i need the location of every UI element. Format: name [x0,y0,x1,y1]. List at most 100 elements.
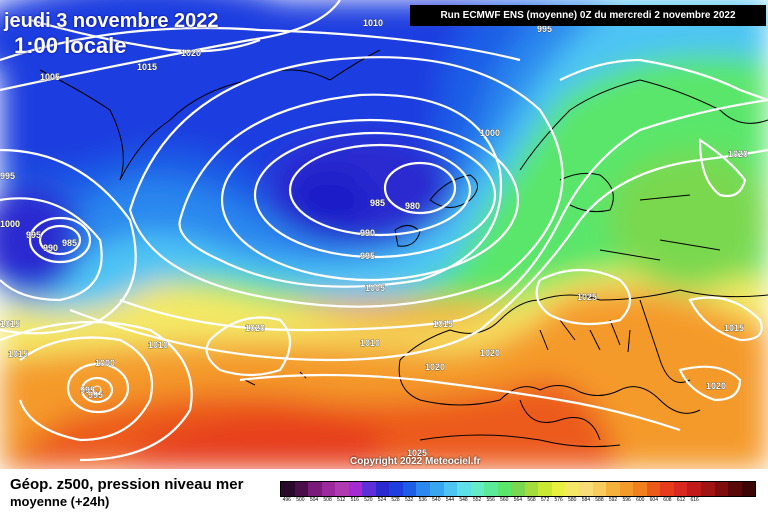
isobar-1015 [0,0,341,92]
legend-tick-label: 528 [391,497,400,503]
legend-swatch [524,482,539,496]
legend-swatch [335,482,349,496]
legend-swatch [606,482,620,496]
legend-tick-label: 536 [418,497,427,503]
legend-swatch [470,482,485,496]
legend-tick-label [742,497,756,507]
isobar-label: 1015 [137,62,157,72]
map-product-title: Géop. z500, pression niveau mer [10,476,244,493]
isobar-1010-north [0,26,521,62]
isobar-label: 1015 [433,319,453,329]
legend-swatch [362,482,376,496]
legend-tick-label: 556 [486,497,495,503]
legend-swatch [443,482,458,496]
isobar-label: 990 [43,243,58,253]
legend-swatch [619,482,634,496]
isobar-1015-east [688,296,763,342]
isobars [0,0,768,460]
isobar-1020-loop [698,137,747,198]
legend-tick-label: 568 [527,497,536,503]
map-product-subtitle: moyenne (+24h) [10,494,110,509]
legend-swatch [728,482,742,496]
isobar-label: 1025 [407,448,427,458]
isobar-label: 990 [360,228,375,238]
legend-tick-label: 540 [432,497,441,503]
isobar-1025 [535,268,632,326]
legend-tick-label: 548 [459,497,468,503]
legend-tick-label: 504 [309,497,319,503]
isobar-1000-west [0,197,103,302]
legend-swatch [294,482,309,496]
isobar-label: 1010 [148,340,168,350]
legend-tick-label: 580 [568,497,577,503]
isobar-labels: 1010 995 1020 1015 1005 995 1000 985 980… [0,18,748,459]
isobar-label: 1010 [360,338,380,348]
isobar-990-west [38,224,82,256]
legend-swatch [511,482,525,496]
isobar-label: 995 [80,385,95,395]
legend-tick-label: 612 [676,497,686,503]
legend-tick-label: 572 [540,497,550,503]
forecast-time: 1:00 locale [14,33,127,58]
isobar-label: 985 [370,198,385,208]
isobar-label: 995 [360,251,375,261]
isobar-label: 1020 [480,348,500,358]
isobar-label: 995 [26,230,41,240]
isobar-1020-s [239,373,681,432]
isobar-995-west [28,216,92,264]
legend-swatch [633,482,647,496]
legend-tick-label: 512 [337,497,346,503]
legend-tick-label: 616 [690,497,699,503]
isobar-1010-mid [119,98,768,332]
isobar-label: 1000 [95,358,115,368]
legend-swatch [497,482,512,496]
low-center-circle [92,385,102,395]
isobar-985 [288,143,472,237]
legend-tick-label: 588 [595,497,604,503]
legend-swatch [687,482,701,496]
legend-tick-labels: 496 500 504 508 512 516 520 524 528 532 536 540 544 5… [280,497,756,507]
legend-swatch [484,482,498,496]
legend-swatch [700,482,715,496]
legend-swatch [457,482,471,496]
legend-tick-label: 592 [608,497,618,503]
isobar-label: 1010 [363,18,383,28]
legend-swatch [375,482,390,496]
legend-swatch [389,482,403,496]
legend-swatch [538,482,552,496]
isobar-label: 1020 [181,48,201,58]
isobar-label: 995 [0,171,15,181]
isobar-1000-sw [66,362,130,414]
run-info: Run ECMWF ENS (moyenne) 0Z du mercredi 2… [410,5,766,26]
legend-tick-label: 604 [649,497,658,503]
legend-swatch [565,482,580,496]
isobar-label: 1005 [40,72,60,82]
forecast-date: jeudi 3 novembre 2022 [4,10,219,32]
copyright-text: Copyright 2022 Meteociel.fr [350,456,481,467]
isobar-label: 1020 [425,362,445,372]
isobar-label: 1015 [8,349,28,359]
isobar-label: 1025 [577,292,597,302]
legend-tick-label [715,497,729,507]
legend-swatch [416,482,431,496]
isobar-1020-south [205,316,292,377]
legend-swatch [430,482,444,496]
legend-tick-label: 576 [554,497,563,503]
isobar-1020-se [678,365,742,402]
legend-tick-label: 596 [622,497,631,503]
isobar-label: 1015 [0,319,20,329]
isobar-1010-west [0,148,137,335]
isobar-1020-north [29,18,261,53]
legend-tick-label: 520 [364,497,373,503]
isobar-1015-sw [0,320,193,462]
map-footer: Géop. z500, pression niveau mer moyenne … [0,469,768,512]
isobar-995 [220,118,520,282]
legend-tick-label: 560 [500,497,509,503]
isobar-1010-sw [18,336,154,442]
legend-tick-label: 608 [663,497,672,503]
legend-swatch [579,482,593,496]
legend-tick-label [729,497,743,507]
isobar-label: 985 [62,238,77,248]
legend-tick-label: 552 [472,497,482,503]
